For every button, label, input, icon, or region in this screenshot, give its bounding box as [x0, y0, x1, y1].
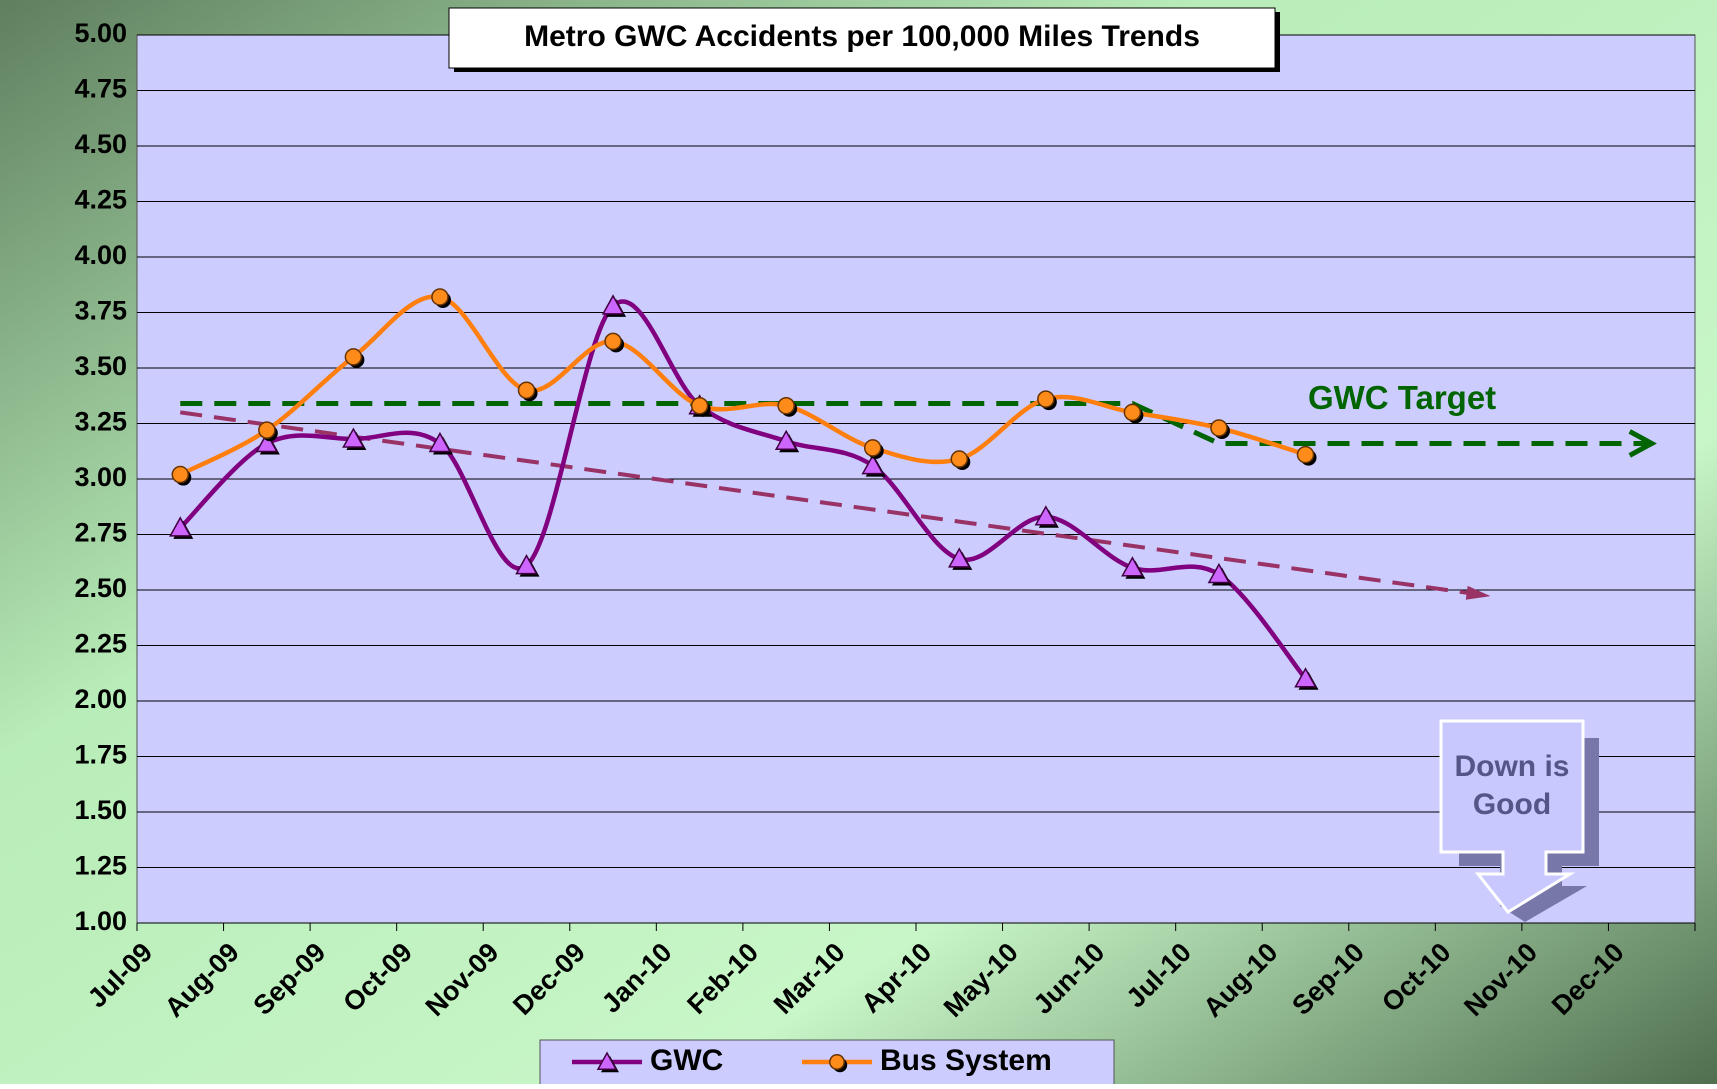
annotation-callout: Down is Good	[1439, 719, 1599, 922]
marker	[431, 288, 449, 306]
y-tick-label: 4.00	[74, 240, 127, 270]
marker	[601, 294, 625, 315]
y-tick-label: 3.75	[74, 296, 127, 326]
y-tick-label: 2.50	[74, 573, 127, 603]
marker	[1123, 403, 1142, 422]
trend-line	[180, 410, 1479, 597]
marker	[1296, 445, 1315, 464]
marker	[777, 396, 795, 415]
marker	[604, 332, 622, 351]
title-box	[448, 7, 1276, 69]
marker	[863, 439, 882, 457]
marker	[690, 396, 709, 415]
series-line	[179, 294, 1307, 477]
target-arrow	[1628, 429, 1657, 458]
y-tick-label: 1.25	[74, 851, 127, 881]
marker	[342, 427, 365, 448]
marker	[515, 554, 538, 575]
marker	[428, 431, 452, 453]
legend: GWC Bus System	[572, 1044, 1052, 1077]
legend-box	[539, 1039, 1115, 1089]
y-tick-label: 3.50	[74, 351, 127, 381]
marker	[169, 516, 192, 537]
marker	[344, 348, 363, 366]
annotation: Down is Good	[1454, 750, 1570, 821]
marker	[1037, 390, 1055, 408]
legend-label: GWC	[650, 1044, 723, 1077]
y-tick-label: 4.25	[74, 185, 127, 215]
y-tick-label: 2.75	[74, 518, 127, 548]
marker	[258, 421, 276, 439]
marker	[171, 465, 190, 484]
chart-title: Metro GWC Accidents per 100,000 Miles Tr…	[524, 20, 1200, 53]
y-tick-label: 3.25	[74, 407, 127, 437]
marker	[829, 1054, 845, 1070]
marker	[774, 429, 798, 451]
marker	[950, 450, 969, 468]
marker	[1121, 556, 1144, 577]
target-line	[180, 401, 1652, 446]
y-tick-label: 3.00	[74, 462, 127, 492]
callout-box	[1439, 719, 1585, 914]
marker	[1294, 667, 1317, 688]
callout-text-box: Down is Good	[1454, 750, 1570, 821]
y-tick-label: 2.00	[74, 684, 127, 714]
trend-arrow	[1465, 585, 1491, 600]
marker	[948, 547, 971, 568]
marker	[1210, 419, 1228, 437]
y-tick-label: 2.25	[74, 629, 127, 659]
marker	[517, 381, 536, 399]
y-tick-label: 1.50	[74, 795, 127, 825]
marker	[596, 1051, 618, 1070]
marker	[1207, 562, 1231, 584]
legend-label: Bus System	[880, 1044, 1052, 1077]
y-tick-label: 1.00	[74, 906, 127, 936]
y-tick-label: 5.00	[74, 18, 127, 48]
y-tick-label: 4.50	[74, 129, 127, 159]
y-tick-label: 1.75	[74, 740, 127, 770]
marker	[861, 454, 884, 475]
target-label: GWC Target	[1308, 379, 1496, 416]
marker	[255, 431, 279, 453]
marker	[1034, 505, 1058, 526]
y-tick-label: 4.75	[74, 74, 127, 104]
